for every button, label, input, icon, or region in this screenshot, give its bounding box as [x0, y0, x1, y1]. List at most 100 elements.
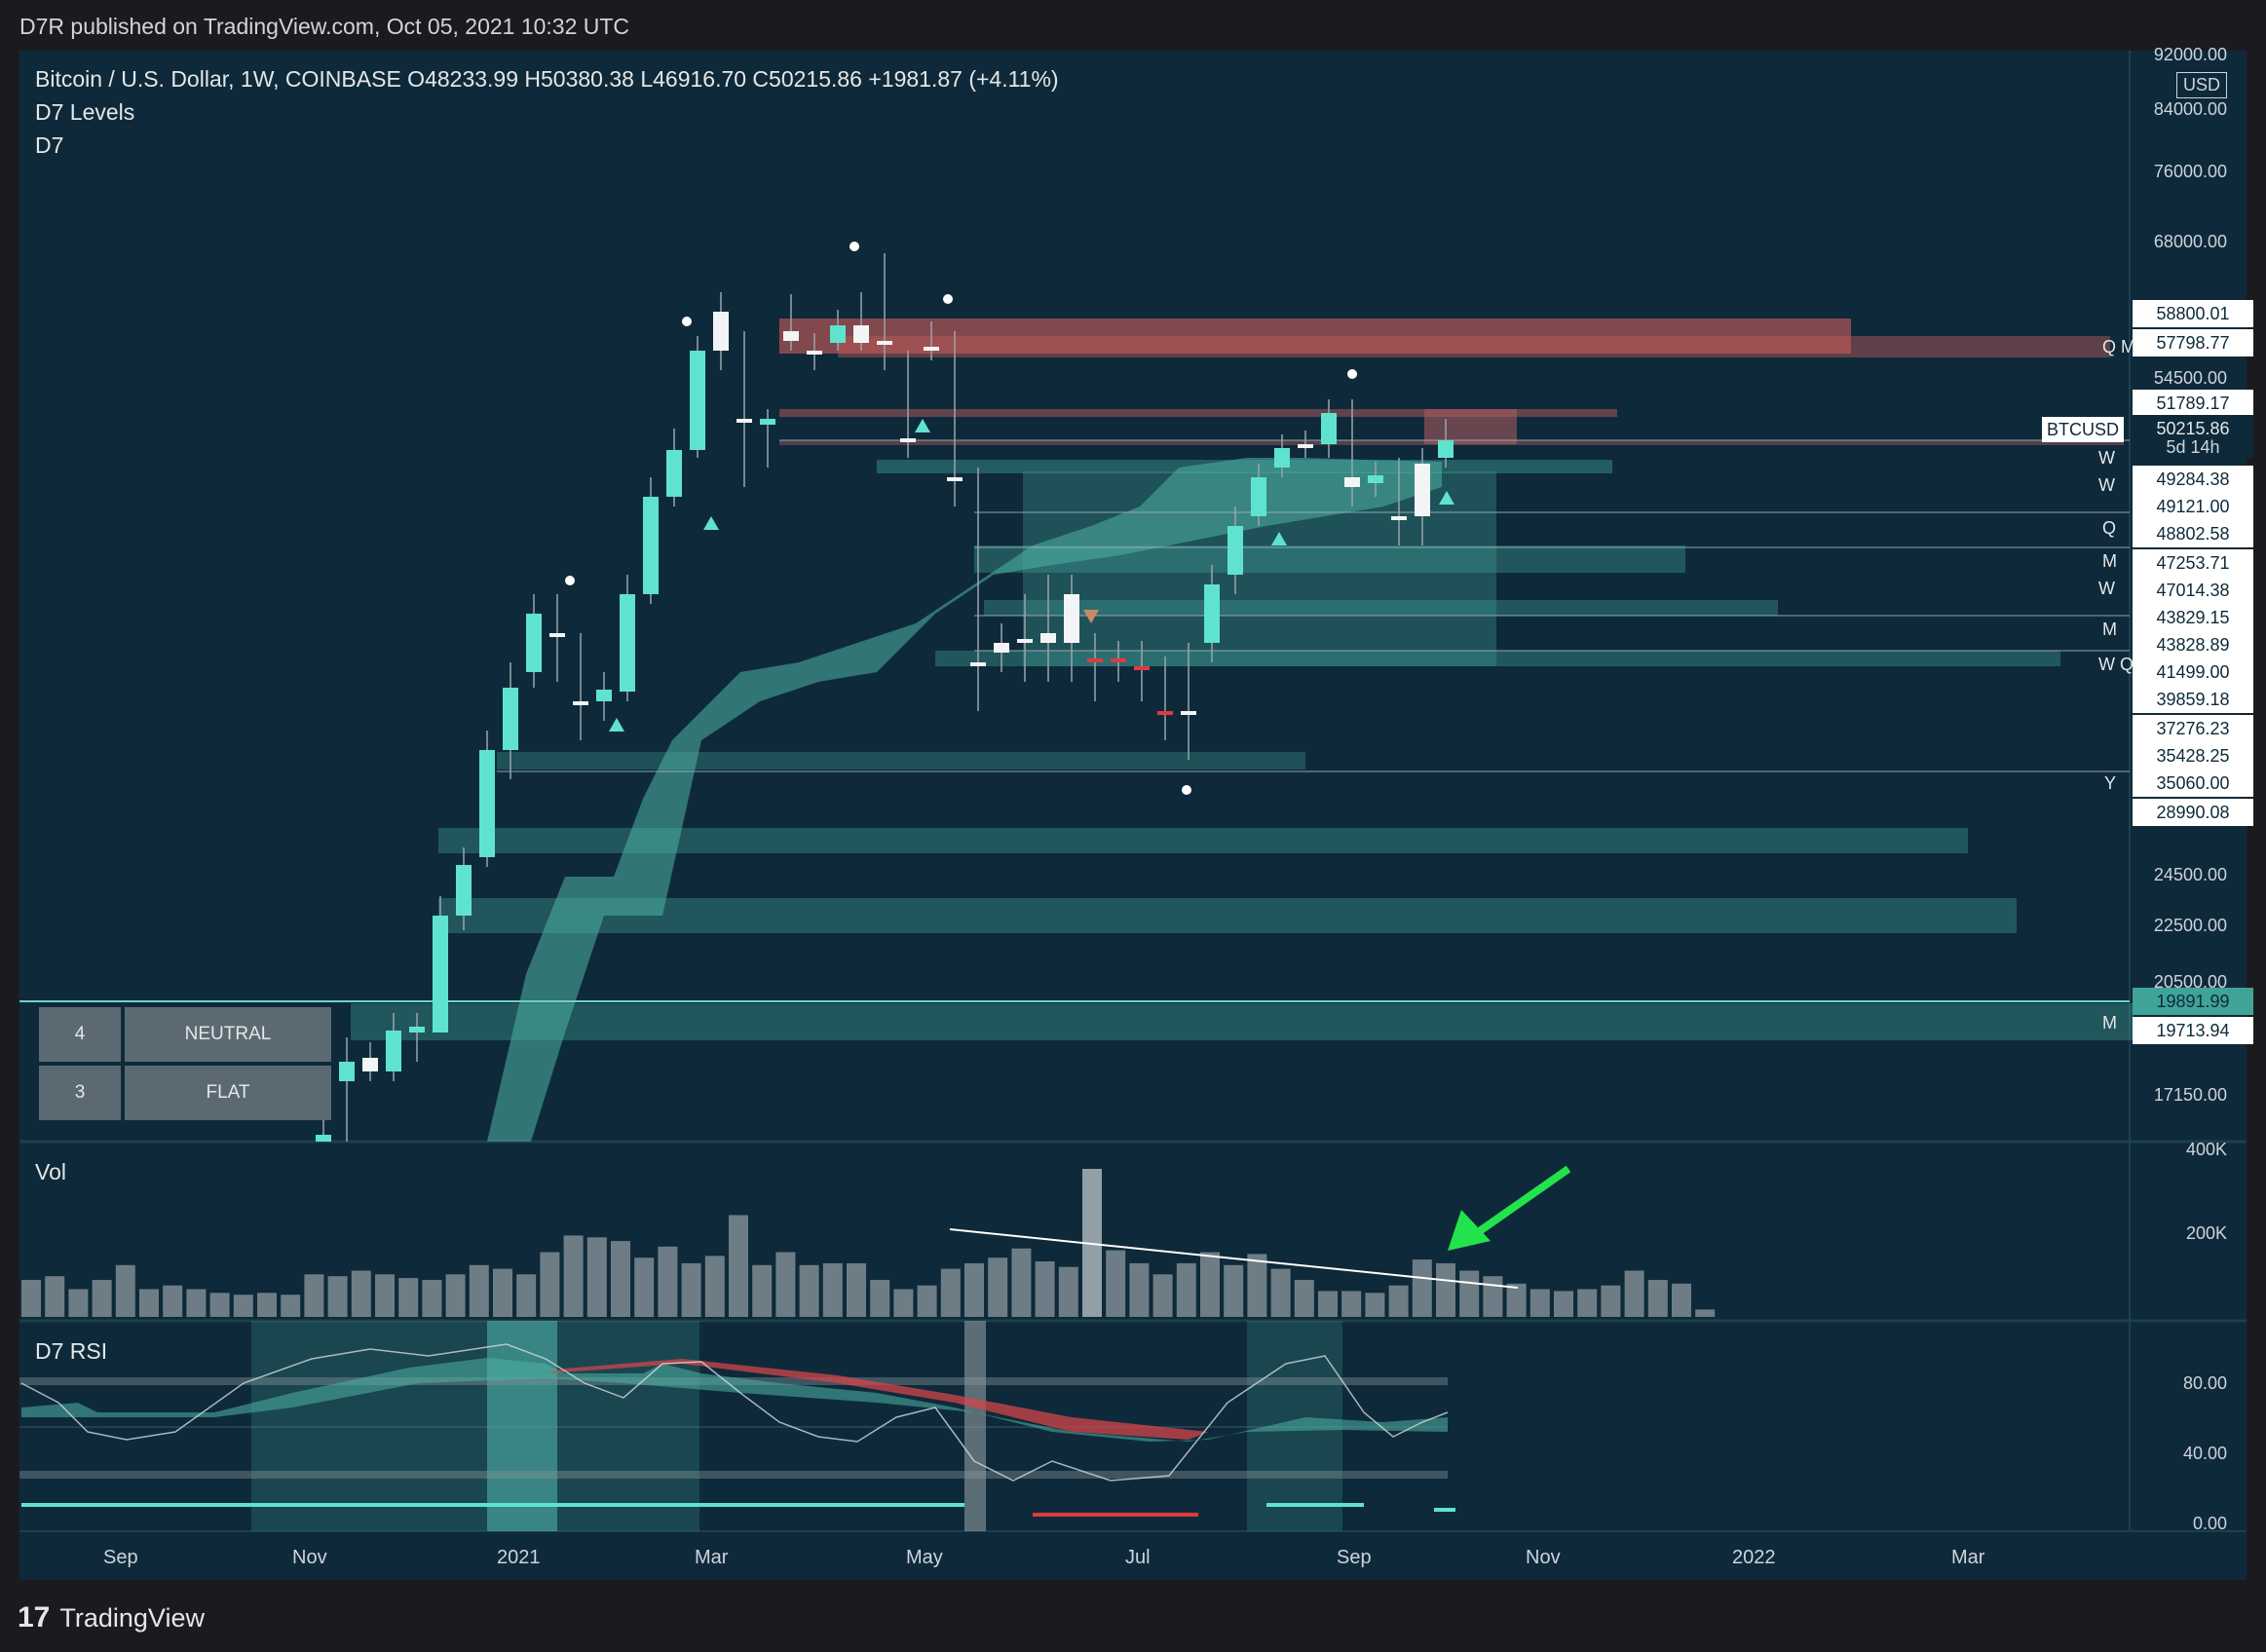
volume-bar	[870, 1280, 890, 1317]
volume-bar	[1270, 1268, 1291, 1317]
volume-bar	[327, 1276, 348, 1317]
volume-bar	[445, 1274, 466, 1317]
candle-body	[1040, 633, 1056, 643]
volume-bar	[1224, 1264, 1244, 1317]
volume-bar	[1035, 1261, 1055, 1317]
volume-bar	[139, 1289, 159, 1317]
candle-body	[362, 1058, 378, 1071]
volume-bar	[186, 1289, 207, 1317]
indicator-rsi[interactable]: D7 RSI	[35, 1338, 108, 1364]
candle-body	[830, 325, 846, 343]
resistance-zone	[779, 319, 1851, 354]
candle-body	[1298, 444, 1313, 448]
ticker-tag: BTCUSD	[2042, 417, 2124, 442]
candle-body	[643, 497, 659, 594]
volume-bar	[1695, 1309, 1716, 1317]
candle-countdown: 5d 14h	[2133, 436, 2253, 458]
volume-bar	[1058, 1266, 1078, 1317]
volume-bar	[1577, 1289, 1598, 1317]
volume-bar	[586, 1237, 607, 1317]
candle-body	[1368, 475, 1383, 483]
volume-bar	[988, 1258, 1008, 1317]
candle-body	[1157, 711, 1173, 715]
volume-bar	[1011, 1248, 1032, 1317]
tradingview-logo-icon: 17	[18, 1601, 51, 1633]
volume-bar	[681, 1262, 701, 1317]
candle-body	[1438, 440, 1454, 458]
publish-text: D7R published on TradingView.com, Oct 05…	[19, 14, 630, 39]
candle-body	[339, 1062, 355, 1081]
volume-bar	[1624, 1270, 1644, 1317]
volume-bar	[752, 1264, 773, 1317]
volume-bar	[1294, 1280, 1314, 1317]
volume-bar	[1459, 1270, 1480, 1317]
candle-body	[1204, 584, 1220, 643]
candle-body	[433, 916, 448, 1032]
volume-bar	[469, 1264, 489, 1317]
volume-bar	[917, 1285, 937, 1317]
volume-bar	[940, 1268, 961, 1317]
candle-body	[1415, 464, 1430, 516]
status-neutral: NEUTRAL	[125, 1007, 331, 1062]
volume-bar	[92, 1280, 112, 1317]
volume-bar	[964, 1262, 984, 1317]
volume-bar	[563, 1235, 584, 1317]
volume-bar	[281, 1295, 301, 1317]
volume-bar	[799, 1264, 819, 1317]
indicator-d7-levels[interactable]: D7 Levels	[35, 99, 135, 125]
indicator-volume[interactable]: Vol	[35, 1159, 66, 1184]
candle-body	[573, 701, 588, 705]
candle-body	[947, 477, 963, 481]
volume-bar	[1365, 1293, 1385, 1317]
candle-body	[526, 614, 542, 672]
volume-bar	[1412, 1259, 1432, 1317]
volume-bar	[516, 1274, 537, 1317]
volume-bar	[493, 1268, 512, 1317]
tradingview-logo[interactable]: 17 TradingView	[18, 1601, 205, 1633]
chart-area[interactable]	[19, 51, 2247, 1580]
candle-body	[807, 351, 822, 355]
candle-body	[316, 1135, 331, 1142]
candle-body	[900, 438, 916, 442]
candle-body	[1017, 639, 1033, 643]
volume-bar	[351, 1270, 371, 1317]
candle-body	[666, 450, 682, 497]
volume-bar	[634, 1258, 655, 1317]
candle-body	[1251, 477, 1266, 516]
candle-body	[853, 325, 869, 343]
volume-bar	[375, 1274, 395, 1317]
currency-label: USD	[2175, 72, 2227, 98]
volume-bar	[21, 1280, 41, 1317]
candle-body	[877, 341, 892, 345]
candle-body	[1274, 448, 1290, 468]
volume-bar	[1554, 1291, 1573, 1317]
volume-bar	[1176, 1262, 1196, 1317]
candle-body	[1321, 413, 1337, 444]
volume-bar	[422, 1280, 442, 1317]
candle-body	[924, 347, 939, 351]
candle-body	[713, 312, 729, 351]
volume-bar	[1388, 1285, 1409, 1317]
status-count-1: 4	[39, 1007, 121, 1062]
volume-bar	[233, 1295, 253, 1317]
candle-body	[1391, 516, 1407, 520]
publish-header: D7R published on TradingView.com, Oct 05…	[0, 0, 2266, 51]
trend-cloud	[487, 458, 1442, 1142]
volume-bar	[1483, 1276, 1503, 1317]
level-tag: Q M	[2102, 337, 2135, 357]
indicator-d7[interactable]: D7	[35, 132, 64, 158]
price-candles	[316, 253, 1454, 1142]
volume-bar	[893, 1289, 914, 1317]
candle-body	[970, 662, 986, 666]
volume-bar	[1436, 1262, 1455, 1317]
price-axis[interactable]: 92000.00 USD 84000.00 76000.00 68000.00 …	[2153, 45, 2227, 1533]
volume-bar	[847, 1262, 866, 1317]
level-label: 58800.01	[2133, 300, 2253, 327]
annotation-arrow-icon	[1448, 1165, 1571, 1251]
volume-bar	[822, 1262, 843, 1317]
candle-body	[1111, 658, 1126, 662]
candle-body	[409, 1027, 425, 1032]
level-label: 51789.17	[2133, 390, 2253, 417]
volume-trendline	[949, 1228, 1519, 1289]
symbol-legend: Bitcoin / U.S. Dollar, 1W, COINBASE O482…	[35, 66, 1059, 92]
